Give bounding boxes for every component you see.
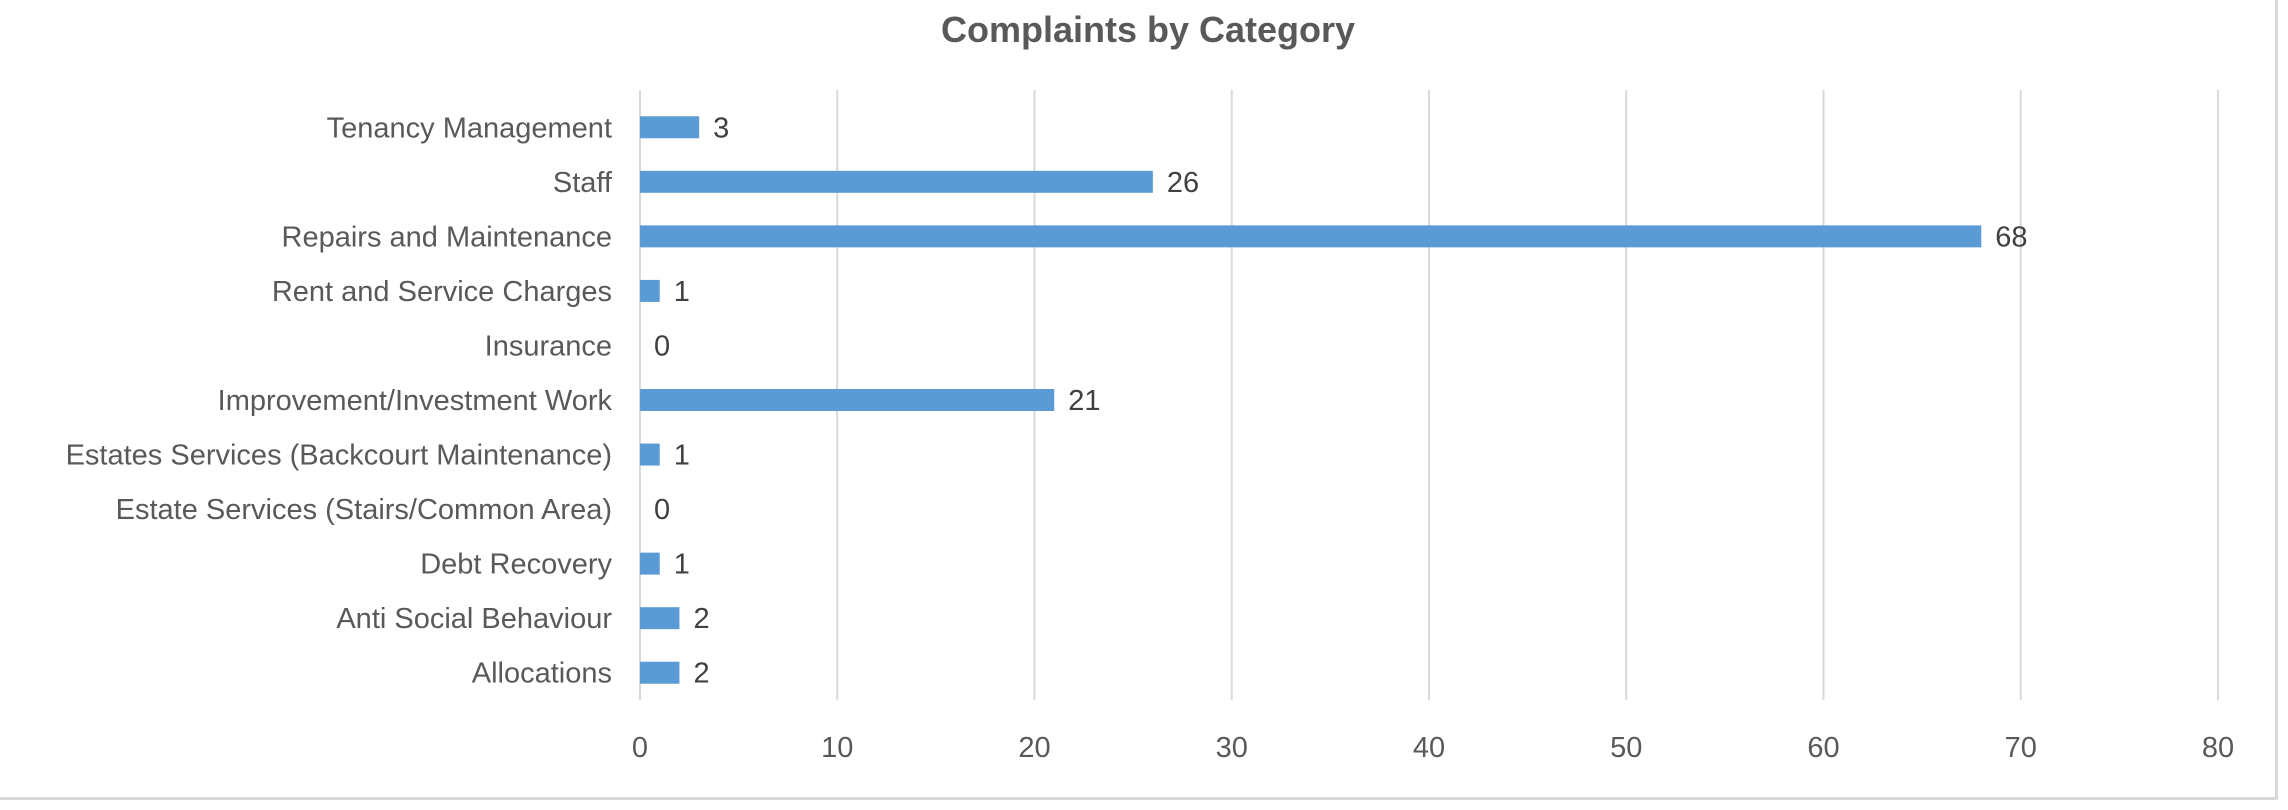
data-label: 2 (693, 603, 709, 635)
category-label: Estates Services (Backcourt Maintenance) (66, 440, 612, 472)
data-label: 2 (693, 658, 709, 690)
bar (640, 389, 1055, 411)
data-label: 26 (1167, 167, 1199, 199)
x-tick-label: 70 (2005, 732, 2037, 764)
bar (640, 116, 700, 139)
category-label: Estate Services (Stairs/Common Area) (116, 494, 612, 526)
category-label-layer: Tenancy Management Staff Repairs and Maint… (66, 112, 613, 689)
bar (640, 552, 660, 575)
x-tick-label: 30 (1216, 732, 1248, 764)
x-tick-label: 40 (1413, 732, 1445, 764)
category-label: Anti Social Behaviour (336, 603, 612, 635)
category-label: Repairs and Maintenance (282, 221, 612, 253)
bar (640, 443, 660, 466)
x-tick-label: 80 (2202, 732, 2234, 764)
data-label: 1 (674, 440, 690, 472)
chart-title: Complaints by Category (941, 9, 1355, 50)
category-label: Rent and Service Charges (272, 276, 612, 308)
data-label: 3 (713, 112, 729, 144)
x-tick-label: 0 (632, 732, 648, 764)
category-label: Debt Recovery (420, 549, 612, 581)
x-tick-label: 10 (821, 732, 853, 764)
bar (640, 661, 680, 684)
x-tick-label: 60 (1807, 732, 1839, 764)
data-label: 1 (674, 276, 690, 308)
data-label: 21 (1068, 385, 1100, 417)
bar (640, 279, 660, 302)
bar (640, 607, 680, 630)
data-label: 1 (674, 549, 690, 581)
x-tick-label-layer: 0 10 20 30 40 50 60 70 80 (632, 732, 2234, 764)
category-label: Improvement/Investment Work (218, 385, 613, 417)
category-label: Allocations (472, 658, 612, 690)
data-label: 0 (654, 330, 670, 362)
bar (640, 170, 1153, 193)
category-label: Insurance (485, 330, 612, 362)
data-label: 68 (1995, 221, 2027, 253)
x-tick-label: 20 (1018, 732, 1050, 764)
bar (640, 225, 1982, 248)
category-label: Tenancy Management (327, 112, 612, 144)
data-label: 0 (654, 494, 670, 526)
bar-layer (640, 116, 1982, 684)
category-label: Staff (553, 167, 613, 199)
x-tick-label: 50 (1610, 732, 1642, 764)
